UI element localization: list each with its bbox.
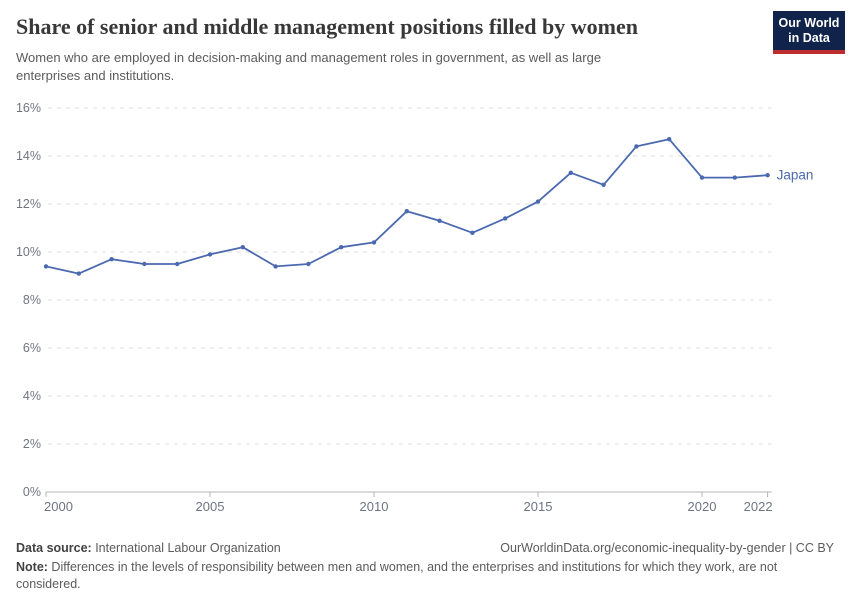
data-point-marker[interactable]: [371, 240, 377, 245]
y-axis-tick-label: 16%: [16, 101, 41, 115]
data-point-marker[interactable]: [109, 257, 114, 262]
chart-footer: Data source: International Labour Organi…: [16, 540, 834, 593]
data-point-marker[interactable]: [503, 216, 508, 221]
x-axis-tick-label: 2000: [44, 499, 73, 514]
data-point-marker[interactable]: [339, 245, 344, 250]
owid-logo-line2: in Data: [788, 31, 830, 45]
data-point-marker[interactable]: [142, 261, 147, 267]
data-point-marker[interactable]: [699, 175, 705, 180]
data-point-marker[interactable]: [306, 261, 311, 267]
y-axis-tick-label: 0%: [23, 485, 41, 499]
x-axis-tick-label: 2015: [524, 499, 553, 514]
data-point-marker[interactable]: [470, 230, 475, 235]
data-point-marker[interactable]: [437, 218, 442, 223]
data-point-marker[interactable]: [43, 264, 49, 269]
data-point-marker[interactable]: [732, 175, 737, 180]
owid-logo[interactable]: Our World in Data: [773, 11, 845, 54]
data-point-marker[interactable]: [404, 209, 409, 214]
owid-logo-line1: Our World: [778, 16, 840, 30]
series-label-japan[interactable]: Japan: [777, 168, 814, 183]
y-axis-tick-label: 6%: [23, 341, 41, 355]
data-source-label: Data source:: [16, 540, 92, 555]
chart-note: Note: Differences in the levels of respo…: [16, 559, 834, 592]
data-point-marker[interactable]: [601, 182, 606, 187]
owid-citation-link[interactable]: OurWorldinData.org/economic-inequality-b…: [500, 540, 834, 555]
x-axis-tick-label: 2020: [688, 499, 717, 514]
y-axis-tick-label: 8%: [23, 293, 41, 307]
data-source: Data source: International Labour Organi…: [16, 540, 281, 557]
data-point-marker[interactable]: [76, 271, 82, 276]
data-point-marker[interactable]: [634, 144, 639, 149]
data-point-marker[interactable]: [535, 199, 541, 204]
data-point-marker[interactable]: [240, 245, 245, 250]
data-point-marker[interactable]: [568, 170, 573, 175]
data-point-marker[interactable]: [207, 252, 213, 257]
data-point-marker[interactable]: [765, 173, 770, 178]
y-axis-tick-label: 12%: [16, 197, 41, 211]
y-axis-tick-label: 2%: [23, 437, 41, 451]
data-point-marker[interactable]: [175, 261, 180, 267]
data-source-value: International Labour Organization: [91, 540, 281, 555]
chart-subtitle: Women who are employed in decision-makin…: [16, 50, 602, 83]
chart-title: Share of senior and middle management po…: [16, 14, 638, 39]
y-axis-tick-label: 10%: [16, 245, 41, 259]
x-axis-tick-label: 2010: [360, 499, 389, 514]
note-value: Differences in the levels of responsibil…: [16, 560, 778, 591]
y-axis-tick-label: 14%: [16, 149, 41, 163]
data-point-marker[interactable]: [273, 264, 278, 269]
x-axis-tick-label: 2005: [196, 499, 225, 514]
note-label: Note:: [16, 560, 48, 574]
data-point-marker[interactable]: [667, 137, 672, 142]
x-axis-tick-label: 2022: [744, 499, 773, 514]
chart-header: Share of senior and middle management po…: [16, 14, 834, 84]
y-axis-tick-label: 4%: [23, 389, 41, 403]
series-line-japan[interactable]: [45, 138, 769, 275]
